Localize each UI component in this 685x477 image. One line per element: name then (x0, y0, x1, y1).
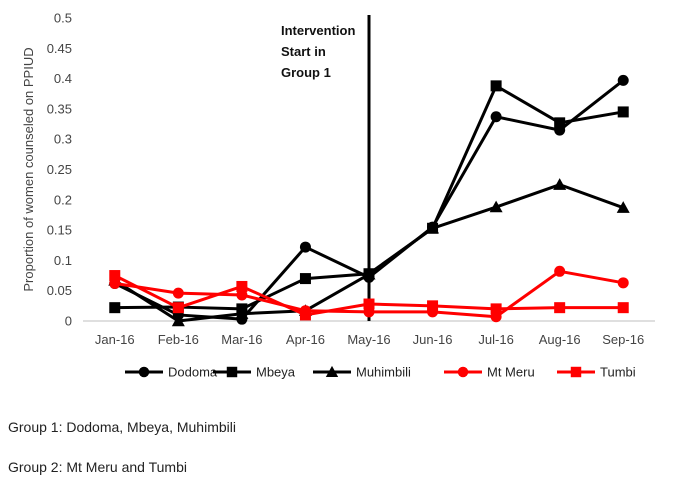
y-tick-label: 0.35 (47, 101, 72, 116)
y-tick-label: 0.3 (54, 132, 72, 147)
data-point-mt-meru (554, 265, 566, 277)
data-point-muhimbili (171, 314, 185, 327)
data-point-tumbi (172, 302, 184, 314)
y-tick-label: 0.45 (47, 41, 72, 56)
legend-marker-mbeya (226, 366, 238, 378)
data-point-tumbi (490, 303, 502, 315)
y-tick-label: 0 (65, 314, 72, 329)
line-chart: 0 0.05 0.1 0.15 0.2 0.25 0.3 0.35 0.4 0.45 0.5 Jan-… (21, 11, 655, 380)
data-point-muhimbili (235, 307, 249, 319)
x-tick-label: Sep-16 (602, 332, 644, 347)
data-point-tumbi (299, 309, 311, 321)
x-tick-label: Feb-16 (158, 332, 199, 347)
legend-marker-muhimbili (325, 365, 339, 377)
y-tick-label: 0.15 (47, 223, 72, 238)
data-point-tumbi (617, 302, 629, 314)
data-point-tumbi (363, 298, 375, 310)
y-tick-label: 0.2 (54, 192, 72, 207)
data-point-muhimbili (553, 178, 567, 190)
data-point-mt-meru (172, 287, 184, 299)
intervention-annotation: Group 1 (281, 65, 331, 80)
data-point-mbeya (490, 80, 502, 92)
data-point-mbeya (109, 302, 121, 314)
data-point-tumbi (109, 270, 121, 282)
intervention-annotation: Intervention (281, 23, 355, 38)
data-point-mbeya (617, 106, 629, 118)
data-point-tumbi (554, 302, 566, 314)
data-point-mbeya (299, 273, 311, 285)
x-tick-label: Jul-16 (478, 332, 513, 347)
data-point-muhimbili (426, 221, 440, 234)
y-tick-label: 0.5 (54, 11, 72, 26)
x-tick-label: Aug-16 (539, 332, 581, 347)
legend-label-tumbi: Tumbi (600, 365, 636, 380)
legend-marker-mt-meru (457, 366, 469, 378)
data-point-muhimbili (362, 267, 376, 280)
y-axis-label: Proportion of women counseled on PPIUD (21, 47, 36, 291)
intervention-annotation: Start in (281, 44, 326, 59)
legend-label-dodoma: Dodoma (168, 365, 218, 380)
legend-marker-dodoma (138, 366, 150, 378)
y-tick-label: 0.05 (47, 283, 72, 298)
group2-note: Group 2: Mt Meru and Tumbi (8, 459, 187, 475)
legend-label-mbeya: Mbeya (256, 365, 296, 380)
x-tick-label: Jan-16 (95, 332, 135, 347)
data-point-muhimbili (616, 201, 630, 213)
legend-label-mt-meru: Mt Meru (487, 365, 535, 380)
data-point-tumbi (427, 300, 439, 312)
data-point-dodoma (617, 74, 629, 86)
data-point-mbeya (554, 117, 566, 129)
x-tick-label: Jun-16 (413, 332, 453, 347)
y-tick-label: 0.25 (47, 162, 72, 177)
group1-note: Group 1: Dodoma, Mbeya, Muhimbili (8, 419, 236, 435)
data-point-mt-meru (617, 277, 629, 289)
x-tick-label: May-16 (347, 332, 390, 347)
data-point-tumbi (236, 280, 248, 292)
data-point-dodoma (490, 111, 502, 123)
x-tick-label: Apr-16 (286, 332, 325, 347)
legend-marker-tumbi (570, 366, 582, 378)
x-tick-label: Mar-16 (221, 332, 262, 347)
y-tick-label: 0.4 (54, 71, 72, 86)
y-tick-label: 0.1 (54, 253, 72, 268)
data-point-dodoma (299, 241, 311, 253)
legend-label-muhimbili: Muhimbili (356, 365, 411, 380)
data-point-mt-meru (236, 289, 248, 301)
data-point-muhimbili (489, 200, 503, 213)
